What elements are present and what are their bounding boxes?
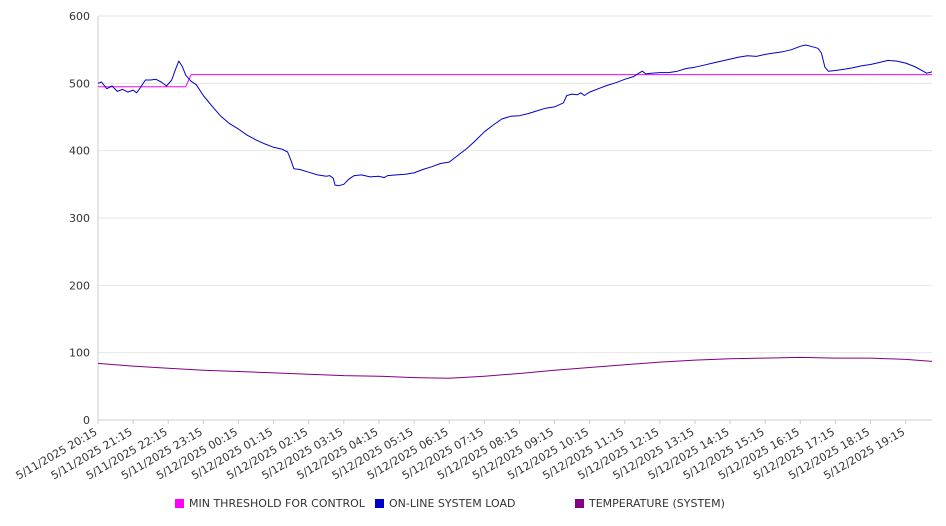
legend-item-system-load: ON-LINE SYSTEM LOAD	[375, 497, 515, 510]
legend-swatch-blue	[375, 499, 384, 508]
legend-label: TEMPERATURE (SYSTEM)	[589, 497, 725, 510]
y-tick-label: 500	[69, 77, 90, 90]
y-tick-label: 100	[69, 347, 90, 360]
legend-item-min-threshold: MIN THRESHOLD FOR CONTROL	[175, 497, 365, 510]
y-tick-label: 300	[69, 212, 90, 225]
y-tick-label: 600	[69, 10, 90, 23]
y-tick-label: 200	[69, 279, 90, 292]
x-axis-ticks: 5/11/2025 20:155/11/2025 21:155/11/2025 …	[14, 420, 907, 482]
series-line-1	[97, 44, 933, 187]
legend-label: ON-LINE SYSTEM LOAD	[389, 497, 516, 510]
y-axis-ticks: 0 100 200 300 400 500 600	[69, 10, 90, 427]
gridlines	[98, 15, 932, 421]
series-lines	[97, 44, 933, 379]
y-tick-label: 400	[69, 145, 90, 158]
legend-item-temperature: TEMPERATURE (SYSTEM)	[575, 497, 725, 510]
legend-swatch-magenta	[175, 499, 184, 508]
legend-swatch-purple	[575, 499, 584, 508]
series-line-2	[97, 356, 933, 379]
legend: MIN THRESHOLD FOR CONTROL ON-LINE SYSTEM…	[0, 497, 946, 517]
series-line-0	[98, 74, 932, 88]
legend-label: MIN THRESHOLD FOR CONTROL	[189, 497, 365, 510]
y-tick-label: 0	[83, 414, 90, 427]
